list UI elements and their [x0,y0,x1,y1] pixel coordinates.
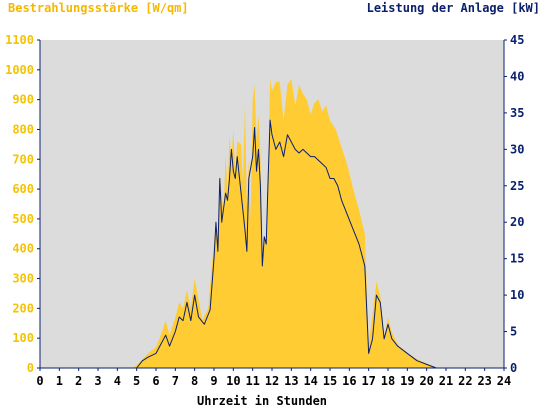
x-tick-label: 15 [323,374,337,388]
right-tick-label: 10 [510,288,524,302]
x-tick-label: 9 [210,374,217,388]
left-tick-label: 400 [12,242,34,256]
left-tick-label: 1000 [5,63,34,77]
x-tick-label: 4 [114,374,121,388]
x-tick-label: 6 [152,374,159,388]
x-tick-label: 16 [342,374,356,388]
x-tick-label: 21 [439,374,453,388]
right-tick-label: 40 [510,69,524,83]
right-tick-label: 25 [510,179,524,193]
x-axis-title: Uhrzeit in Stunden [197,394,327,408]
power-line [40,119,504,369]
left-tick-label: 1100 [5,33,34,47]
left-tick-label: 0 [27,361,34,375]
left-tick-label: 600 [12,182,34,196]
left-tick-label: 700 [12,152,34,166]
x-tick-label: 7 [172,374,179,388]
x-tick-label: 23 [477,374,491,388]
x-tick-label: 19 [400,374,414,388]
x-tick-label: 24 [497,374,511,388]
x-tick-label: 8 [191,374,198,388]
x-tick-label: 13 [284,374,298,388]
x-tick-label: 20 [419,374,433,388]
left-tick-label: 900 [12,93,34,107]
right-tick-label: 20 [510,215,524,229]
x-tick-label: 12 [265,374,279,388]
x-tick-label: 22 [458,374,472,388]
left-tick-label: 100 [12,331,34,345]
x-tick-label: 1 [56,374,63,388]
right-tick-label: 0 [510,361,517,375]
x-tick-label: 14 [303,374,317,388]
right-tick-label: 15 [510,252,524,266]
x-tick-label: 0 [36,374,43,388]
x-tick-label: 5 [133,374,140,388]
right-tick-label: 45 [510,33,524,47]
right-tick-label: 35 [510,106,524,120]
right-tick-label: 5 [510,325,517,339]
left-tick-label: 300 [12,272,34,286]
series-layer [40,78,504,369]
left-tick-label: 200 [12,301,34,315]
x-tick-label: 18 [381,374,395,388]
left-axis-title: Bestrahlungsstärke [W/qm] [8,1,189,15]
x-tick-label: 17 [361,374,375,388]
x-tick-label: 11 [245,374,259,388]
x-tick-label: 2 [75,374,82,388]
x-tick-label: 10 [226,374,240,388]
left-tick-label: 500 [12,212,34,226]
right-tick-label: 30 [510,142,524,156]
right-axis-title: Leistung der Anlage [kW] [367,1,540,15]
irradiance-area [40,78,504,368]
ticks-layer: 0100200300400500600700800900100011000510… [5,33,524,388]
x-tick-label: 3 [94,374,101,388]
left-tick-label: 800 [12,122,34,136]
